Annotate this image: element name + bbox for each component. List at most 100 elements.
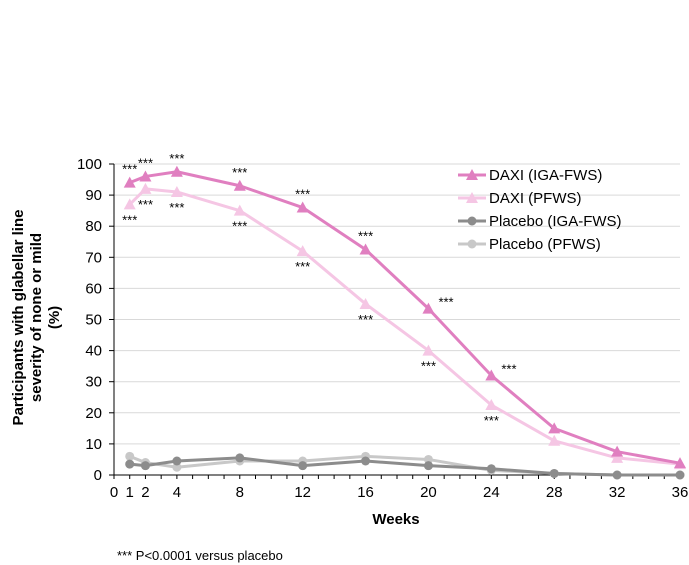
data-point-placebo-iga-fws-week-36	[675, 470, 685, 480]
y-axis-title-line-1: Participants with glabellar line	[10, 210, 27, 426]
x-tick-label-20: 20	[420, 484, 437, 501]
x-tick-label-4: 4	[173, 484, 181, 501]
y-tick-label-30: 30	[85, 374, 102, 391]
legend-item-placebo-iga-fws: Placebo (IGA-FWS)	[458, 213, 622, 230]
data-point-placebo-pfws-week-1	[125, 451, 135, 461]
data-point-daxi-iga-fws-week-24	[485, 369, 498, 381]
series-daxi-pfws	[123, 182, 686, 470]
x-tick-label-28: 28	[546, 484, 563, 501]
y-tick-label-80: 80	[85, 218, 102, 235]
data-point-daxi-pfws-week-28	[548, 434, 561, 446]
significance-marker-10: ***	[169, 200, 184, 215]
data-point-daxi-iga-fws-week-32	[611, 445, 624, 457]
data-point-daxi-iga-fws-week-36	[674, 457, 686, 469]
significance-marker-5: ***	[358, 229, 373, 244]
significance-marker-12: ***	[295, 259, 310, 274]
data-point-placebo-iga-fws-week-12	[298, 461, 308, 471]
data-point-placebo-iga-fws-week-28	[549, 468, 559, 478]
significance-marker-7: ***	[501, 361, 516, 376]
data-point-daxi-iga-fws-week-28	[548, 422, 561, 434]
legend-swatch-marker	[466, 169, 478, 180]
y-axis-title: Participants with glabellar lineseverity…	[10, 210, 63, 426]
data-point-daxi-iga-fws-week-1	[123, 176, 136, 188]
series-placebo-iga-fws	[125, 453, 685, 480]
significance-marker-8: ***	[122, 212, 137, 227]
legend-item-placebo-pfws: Placebo (PFWS)	[458, 236, 601, 253]
data-point-placebo-iga-fws-week-8	[235, 453, 245, 463]
data-point-daxi-iga-fws-week-8	[233, 179, 246, 191]
significance-marker-0: ***	[122, 162, 137, 177]
significance-marker-1: ***	[138, 155, 153, 170]
data-point-daxi-pfws-week-24	[485, 399, 498, 411]
axis-titles: Weeks Participants with glabellar linesev…	[10, 210, 420, 528]
data-point-placebo-iga-fws-week-16	[361, 456, 371, 466]
y-tick-label-0: 0	[94, 467, 102, 484]
legend-swatch-marker	[467, 216, 477, 226]
data-point-placebo-iga-fws-week-20	[423, 461, 433, 471]
x-tick-label-1: 1	[126, 484, 134, 501]
y-axis-title-line-3: (%)	[46, 306, 63, 329]
x-tick-label-16: 16	[357, 484, 374, 501]
data-point-daxi-iga-fws-week-4	[170, 165, 183, 177]
x-tick-label-36: 36	[672, 484, 689, 501]
legend-swatch-marker	[467, 239, 477, 249]
legend-label-placebo-pfws: Placebo (PFWS)	[489, 236, 601, 253]
data-point-placebo-pfws-week-4	[172, 462, 182, 472]
x-tick-label-0: 0	[110, 484, 118, 501]
y-tick-label-70: 70	[85, 249, 102, 266]
legend-item-daxi-iga-fws: DAXI (IGA-FWS)	[458, 167, 602, 184]
x-axis-title: Weeks	[372, 511, 419, 528]
data-point-daxi-iga-fws-week-20	[422, 302, 435, 314]
data-point-placebo-iga-fws-week-1	[125, 459, 135, 469]
y-tick-label-10: 10	[85, 436, 102, 453]
data-point-daxi-pfws-week-20	[422, 344, 435, 356]
legend-label-daxi-iga-fws: DAXI (IGA-FWS)	[489, 167, 602, 184]
legend: DAXI (IGA-FWS) DAXI (PFWS) Placebo (IGA-FW…	[458, 167, 622, 253]
y-tick-label-100: 100	[77, 156, 102, 173]
series-layer	[123, 165, 686, 480]
data-point-placebo-iga-fws-week-24	[486, 464, 496, 474]
significance-marker-14: ***	[421, 359, 436, 374]
data-point-daxi-iga-fws-week-12	[296, 201, 309, 213]
data-point-daxi-pfws-week-4	[170, 185, 183, 197]
data-point-placebo-pfws-week-20	[423, 454, 433, 464]
y-axis-title-line-2: severity of none or mild	[28, 233, 45, 402]
significance-marker-4: ***	[295, 187, 310, 202]
footnote: *** P<0.0001 versus placebo	[117, 548, 283, 563]
data-point-placebo-iga-fws-week-2	[140, 461, 150, 471]
gridlines	[114, 163, 680, 445]
significance-marker-11: ***	[232, 219, 247, 234]
data-point-daxi-pfws-week-1	[123, 198, 136, 210]
series-daxi-iga-fws	[123, 165, 686, 469]
significance-marker-15: ***	[484, 413, 499, 428]
x-tick-label-12: 12	[294, 484, 311, 501]
data-point-daxi-pfws-week-2	[139, 182, 152, 194]
significance-marker-3: ***	[232, 165, 247, 180]
significance-marker-2: ***	[169, 151, 184, 166]
series-line-placebo-iga-fws	[129, 456, 680, 477]
y-tick-label-50: 50	[85, 312, 102, 329]
y-tick-label-40: 40	[85, 343, 102, 360]
data-point-daxi-iga-fws-week-2	[139, 170, 152, 182]
significance-annotations: *** *** ************************ **********…	[122, 151, 516, 428]
data-point-daxi-iga-fws-week-16	[359, 243, 372, 255]
data-point-daxi-pfws-week-32	[611, 451, 624, 463]
data-point-daxi-pfws-week-8	[233, 204, 246, 216]
data-point-placebo-iga-fws-week-4	[172, 456, 182, 466]
significance-marker-6: ***	[438, 295, 453, 310]
legend-label-daxi-pfws: DAXI (PFWS)	[489, 190, 582, 207]
series-line-daxi-pfws	[128, 187, 681, 466]
legend-swatch-marker	[466, 192, 478, 203]
y-tick-label-60: 60	[85, 280, 102, 297]
x-tick-label-8: 8	[236, 484, 244, 501]
y-tick-label-90: 90	[85, 187, 102, 204]
x-tick-label-24: 24	[483, 484, 500, 501]
y-tick-label-20: 20	[85, 405, 102, 422]
data-point-daxi-pfws-week-12	[296, 245, 309, 257]
x-tick-label-32: 32	[609, 484, 626, 501]
significance-marker-13: ***	[358, 312, 373, 327]
significance-marker-9: ***	[138, 197, 153, 212]
legend-label-placebo-iga-fws: Placebo (IGA-FWS)	[489, 213, 622, 230]
